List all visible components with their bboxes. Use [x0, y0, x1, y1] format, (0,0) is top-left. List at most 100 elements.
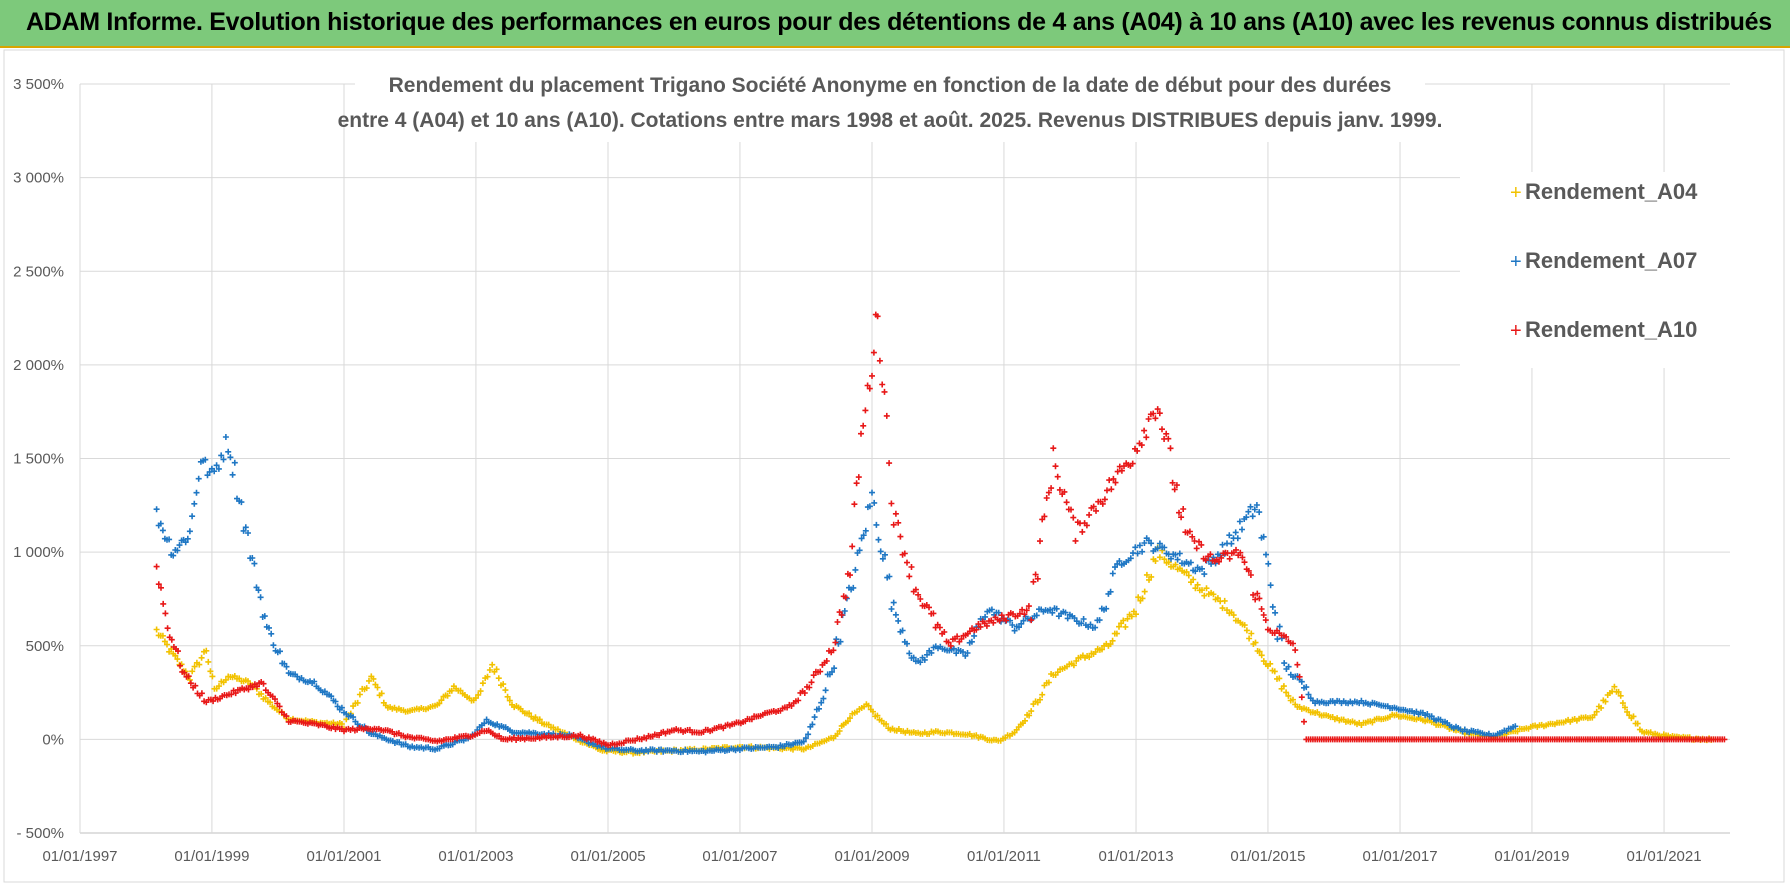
chart-title-line-2: entre 4 (A04) et 10 ans (A10). Cotations…	[338, 109, 1443, 132]
data-point-marker	[1133, 611, 1139, 618]
data-point-marker	[186, 528, 193, 535]
data-point-marker	[1602, 698, 1609, 705]
data-point-marker	[1020, 617, 1027, 624]
data-point-marker	[159, 527, 166, 534]
data-point-marker	[1199, 587, 1205, 594]
data-point-marker	[1285, 663, 1292, 670]
data-point-marker	[1267, 660, 1274, 667]
data-point-marker	[222, 434, 229, 440]
legend-marker-A10: +	[1510, 320, 1522, 342]
x-tick-label: 01/01/2001	[306, 848, 381, 865]
data-point-marker	[1256, 509, 1263, 516]
data-point-marker	[1248, 630, 1255, 637]
data-point-marker	[806, 684, 813, 691]
data-point-marker	[953, 650, 960, 657]
data-point-marker	[1169, 479, 1176, 486]
y-tick-label: - 500%	[16, 825, 64, 842]
data-point-marker	[850, 584, 857, 591]
data-point-marker	[1165, 435, 1172, 442]
data-point-marker	[1210, 591, 1217, 598]
data-point-marker	[1178, 514, 1185, 521]
data-point-marker	[174, 547, 181, 554]
data-point-marker	[1068, 506, 1074, 513]
data-point-marker	[1219, 541, 1226, 548]
data-point-marker	[1070, 662, 1077, 669]
data-point-marker	[481, 720, 488, 727]
data-point-marker	[1294, 661, 1301, 668]
data-point-marker	[1034, 575, 1041, 582]
data-point-marker	[1190, 576, 1197, 583]
data-point-marker	[818, 699, 825, 706]
data-point-marker	[888, 500, 895, 507]
y-tick-label: 1 000%	[13, 544, 64, 561]
chart-title-bg	[355, 62, 1425, 142]
legend-background	[1460, 172, 1760, 368]
data-point-marker	[881, 388, 888, 395]
data-point-marker	[915, 591, 922, 598]
data-point-marker	[1239, 526, 1245, 533]
data-point-marker	[860, 422, 867, 429]
data-point-marker	[220, 456, 227, 463]
data-point-marker	[864, 382, 871, 389]
data-point-marker	[1143, 571, 1150, 578]
data-point-marker	[1103, 605, 1110, 612]
data-point-marker	[1267, 582, 1274, 589]
data-point-marker	[1026, 712, 1033, 719]
data-point-marker	[1048, 485, 1055, 492]
data-point-marker	[998, 612, 1005, 619]
data-point-marker	[502, 687, 509, 694]
data-point-marker	[855, 474, 862, 481]
data-point-marker	[1156, 554, 1163, 561]
x-tick-label: 01/01/2015	[1230, 848, 1305, 865]
data-point-marker	[904, 559, 910, 566]
data-point-marker	[851, 501, 858, 508]
data-point-marker	[1247, 503, 1254, 510]
data-point-marker	[1112, 479, 1119, 486]
data-point-marker	[862, 407, 869, 414]
data-point-marker	[222, 676, 229, 683]
data-point-marker	[1198, 541, 1205, 548]
data-point-marker	[843, 595, 850, 602]
data-point-marker	[1070, 514, 1077, 521]
data-point-marker	[1101, 496, 1108, 503]
data-point-marker	[917, 596, 924, 602]
data-point-marker	[1073, 658, 1080, 664]
data-point-marker	[996, 617, 1003, 624]
data-point-marker	[941, 629, 948, 635]
data-point-marker	[500, 681, 507, 688]
data-point-marker	[823, 658, 830, 664]
data-point-marker	[166, 536, 173, 543]
data-point-marker	[926, 604, 932, 611]
data-point-marker	[177, 662, 184, 669]
data-point-marker	[964, 650, 971, 656]
data-point-marker	[1280, 683, 1287, 690]
data-point-marker	[1192, 568, 1199, 575]
data-point-marker	[882, 551, 888, 558]
data-point-marker	[1269, 603, 1276, 610]
data-point-marker	[164, 625, 171, 632]
data-point-marker	[338, 704, 345, 711]
y-tick-label: 3 000%	[13, 170, 64, 187]
data-point-marker	[1598, 704, 1605, 711]
y-tick-label: 2 000%	[13, 357, 64, 374]
data-point-marker	[1092, 624, 1099, 631]
header-banner: ADAM Informe. Evolution historique des p…	[0, 0, 1790, 48]
data-point-marker	[475, 691, 482, 698]
data-point-marker	[216, 683, 222, 690]
data-point-marker	[879, 555, 886, 562]
data-point-marker	[856, 547, 863, 554]
data-point-marker	[1283, 633, 1290, 640]
data-point-marker	[869, 372, 875, 379]
data-point-marker	[277, 648, 283, 655]
data-point-marker	[858, 535, 865, 542]
legend-marker-A07: +	[1510, 251, 1522, 273]
data-point-marker	[1258, 606, 1265, 612]
data-point-marker	[193, 489, 200, 496]
data-point-marker	[1303, 684, 1310, 691]
data-point-marker	[251, 560, 258, 567]
data-point-marker	[830, 647, 837, 654]
data-point-marker	[1135, 594, 1142, 601]
data-point-marker	[155, 581, 162, 588]
data-point-marker	[1037, 696, 1043, 703]
data-point-marker	[1276, 675, 1283, 682]
